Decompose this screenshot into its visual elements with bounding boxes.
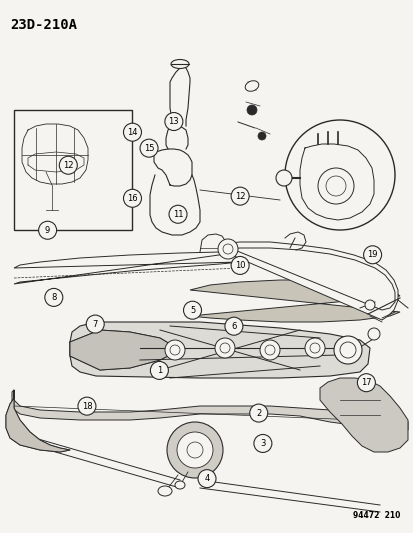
Circle shape xyxy=(367,328,379,340)
Circle shape xyxy=(317,168,353,204)
Text: 6: 6 xyxy=(231,322,236,330)
Circle shape xyxy=(259,340,279,360)
Circle shape xyxy=(86,315,104,333)
Circle shape xyxy=(123,123,141,141)
Circle shape xyxy=(140,139,158,157)
Circle shape xyxy=(183,301,201,319)
Text: 17: 17 xyxy=(360,378,371,387)
Text: 19: 19 xyxy=(366,251,377,259)
Circle shape xyxy=(187,442,202,458)
Polygon shape xyxy=(12,390,407,432)
Text: 1: 1 xyxy=(157,366,161,375)
Circle shape xyxy=(230,256,249,274)
Circle shape xyxy=(224,317,242,335)
Polygon shape xyxy=(319,378,407,452)
Ellipse shape xyxy=(244,80,258,91)
Circle shape xyxy=(214,338,235,358)
Circle shape xyxy=(177,432,212,468)
Text: 4: 4 xyxy=(204,474,209,483)
Text: 3: 3 xyxy=(260,439,265,448)
Text: 2: 2 xyxy=(256,409,261,417)
Polygon shape xyxy=(190,280,399,322)
Circle shape xyxy=(219,343,230,353)
Text: 12: 12 xyxy=(234,192,245,200)
Circle shape xyxy=(275,170,291,186)
Ellipse shape xyxy=(158,486,171,496)
Circle shape xyxy=(78,397,96,415)
Circle shape xyxy=(284,120,394,230)
Polygon shape xyxy=(14,252,240,284)
Text: 18: 18 xyxy=(81,402,92,410)
Text: 10: 10 xyxy=(234,261,245,270)
Ellipse shape xyxy=(171,60,189,69)
Circle shape xyxy=(304,338,324,358)
Text: 16: 16 xyxy=(127,194,138,203)
Text: 5: 5 xyxy=(190,306,195,314)
Text: 13: 13 xyxy=(168,117,179,126)
Polygon shape xyxy=(219,242,397,320)
Circle shape xyxy=(38,221,57,239)
Circle shape xyxy=(264,345,274,355)
Circle shape xyxy=(123,189,141,207)
Text: 12: 12 xyxy=(63,161,74,169)
Polygon shape xyxy=(6,390,70,452)
Circle shape xyxy=(309,343,319,353)
Circle shape xyxy=(356,374,375,392)
Text: 94472  210: 94472 210 xyxy=(352,511,399,520)
Circle shape xyxy=(150,361,168,379)
Circle shape xyxy=(249,404,267,422)
Text: 14: 14 xyxy=(127,128,138,136)
Circle shape xyxy=(45,288,63,306)
Circle shape xyxy=(363,246,381,264)
Circle shape xyxy=(247,105,256,115)
Circle shape xyxy=(169,205,187,223)
Circle shape xyxy=(364,300,374,310)
Text: 8: 8 xyxy=(51,293,56,302)
Circle shape xyxy=(218,239,237,259)
Polygon shape xyxy=(70,330,180,370)
Bar xyxy=(14,110,132,230)
Circle shape xyxy=(230,187,249,205)
Text: 11: 11 xyxy=(172,210,183,219)
Ellipse shape xyxy=(175,481,185,489)
Circle shape xyxy=(223,244,233,254)
Circle shape xyxy=(257,132,266,140)
Circle shape xyxy=(170,345,180,355)
Circle shape xyxy=(165,340,185,360)
Text: 7: 7 xyxy=(93,320,97,328)
Polygon shape xyxy=(70,322,369,378)
Text: 9: 9 xyxy=(45,226,50,235)
Circle shape xyxy=(166,422,223,478)
Text: 15: 15 xyxy=(143,144,154,152)
Circle shape xyxy=(59,156,77,174)
Circle shape xyxy=(325,176,345,196)
Circle shape xyxy=(339,342,355,358)
Circle shape xyxy=(197,470,216,488)
Circle shape xyxy=(253,434,271,453)
Text: 23D-210A: 23D-210A xyxy=(10,18,77,32)
Circle shape xyxy=(164,112,183,131)
Circle shape xyxy=(333,336,361,364)
